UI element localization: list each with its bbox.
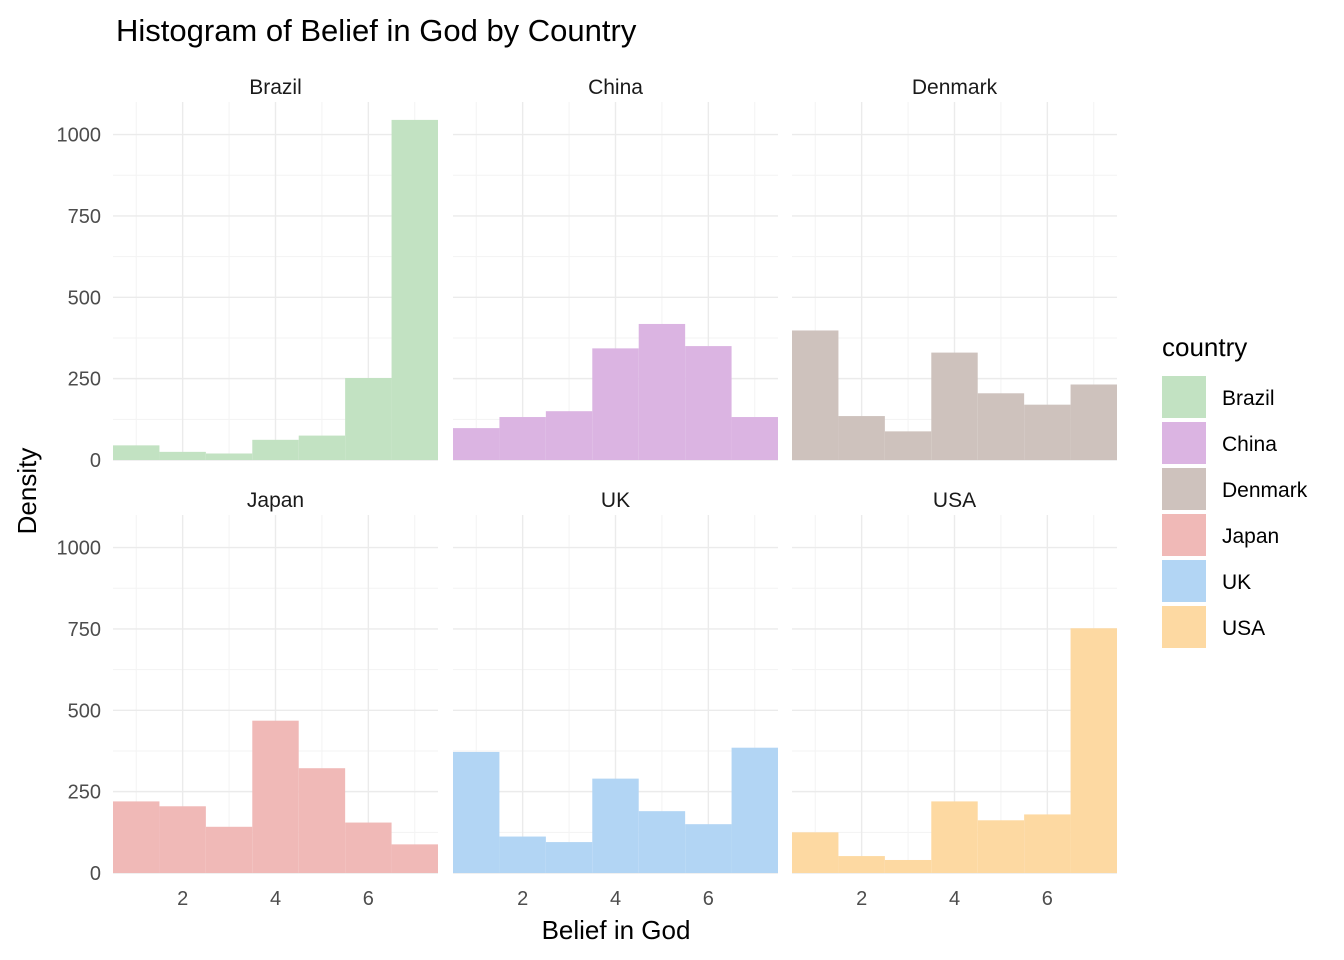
bar-usa-7 [1070,628,1117,873]
bar-china-1 [453,428,500,460]
bar-brazil-5 [298,435,346,460]
y-tick-label: 250 [68,369,101,391]
bar-denmark-4 [931,352,978,460]
legend-label-japan: Japan [1222,525,1279,548]
facet-label-china: China [588,76,643,99]
legend-key-china [1162,422,1206,464]
x-tick-label: 4 [610,888,621,910]
y-tick-label: 500 [68,287,101,309]
bar-japan-4 [252,720,299,873]
facet-label-uk: UK [601,489,630,512]
legend-label-brazil: Brazil [1222,387,1275,410]
legend-key-denmark [1162,468,1206,510]
legend-title: country [1162,332,1247,362]
y-tick-label: 250 [68,782,101,804]
legend-key-japan [1162,514,1206,556]
x-tick-label: 4 [270,888,281,910]
bar-uk-3 [545,842,593,873]
panel-usa: USA 2 4 6 [792,489,1117,910]
bar-usa-5 [977,820,1025,873]
y-tick-label: 750 [68,206,101,228]
bar-japan-7 [391,844,438,873]
y-tick-label: 750 [68,619,101,641]
bar-brazil-3 [205,453,253,460]
bar-china-6 [685,346,732,460]
bar-denmark-6 [1024,404,1071,460]
bar-denmark-7 [1070,384,1117,460]
y-tick-label: 0 [90,450,101,472]
bar-china-2 [499,417,546,460]
legend: country Brazil China Denmark Japan UK USA [1162,332,1308,648]
facet-label-japan: Japan [247,489,304,512]
x-tick-label: 2 [856,888,867,910]
facet-label-brazil: Brazil [249,76,302,99]
panel-uk: UK 2 4 6 [453,489,778,910]
bar-usa-6 [1024,814,1071,873]
legend-label-usa: USA [1222,617,1265,640]
x-axis-title: Belief in God [542,915,691,945]
x-tick-label: 2 [517,888,528,910]
bar-china-5 [638,323,686,460]
panel-denmark: Denmark [792,76,1117,461]
bar-usa-3 [884,859,932,873]
panel-japan: Japan 0 250 500 750 1000 2 4 6 [57,489,438,910]
facet-label-usa: USA [933,489,976,512]
bar-denmark-2 [838,416,885,460]
bar-brazil-1 [113,445,160,460]
facet-label-denmark: Denmark [912,76,998,99]
bar-brazil-6 [345,377,392,460]
legend-key-usa [1162,606,1206,648]
bar-japan-6 [345,822,392,873]
bar-uk-5 [638,811,686,873]
x-tick-label: 6 [703,888,714,910]
y-tick-label: 500 [68,700,101,722]
y-tick-label: 1000 [57,538,102,560]
bar-uk-6 [685,824,732,873]
bar-japan-5 [298,768,346,873]
bar-japan-2 [159,806,206,873]
chart-title: Histogram of Belief in God by Country [116,13,637,48]
x-tick-label: 4 [949,888,960,910]
bar-usa-2 [838,856,885,873]
x-tick-label: 2 [177,888,188,910]
legend-key-brazil [1162,376,1206,418]
bar-uk-2 [499,836,546,873]
bar-denmark-5 [977,393,1025,460]
bar-uk-7 [731,747,778,873]
bar-usa-4 [931,801,978,873]
bar-uk-4 [592,778,639,873]
y-tick-label: 1000 [57,125,102,147]
legend-key-uk [1162,560,1206,602]
panel-brazil: Brazil 0 250 500 750 1000 [57,76,438,472]
y-axis-title: Density [12,448,42,535]
legend-label-china: China [1222,433,1277,456]
bar-usa-1 [792,832,839,873]
y-tick-label: 0 [90,863,101,885]
x-tick-label: 6 [363,888,374,910]
bar-brazil-2 [159,451,206,460]
bar-china-3 [545,411,593,460]
legend-label-uk: UK [1222,571,1251,594]
bar-brazil-4 [252,439,299,460]
bar-japan-1 [113,801,160,873]
bar-uk-1 [453,751,500,873]
bar-china-7 [731,417,778,460]
panel-china: China [453,76,778,461]
bar-denmark-3 [884,431,932,460]
bar-brazil-7 [391,119,438,461]
bar-china-4 [592,348,639,460]
bar-japan-3 [205,826,253,873]
legend-label-denmark: Denmark [1222,479,1308,502]
x-tick-label: 6 [1042,888,1053,910]
bar-denmark-1 [792,330,839,460]
